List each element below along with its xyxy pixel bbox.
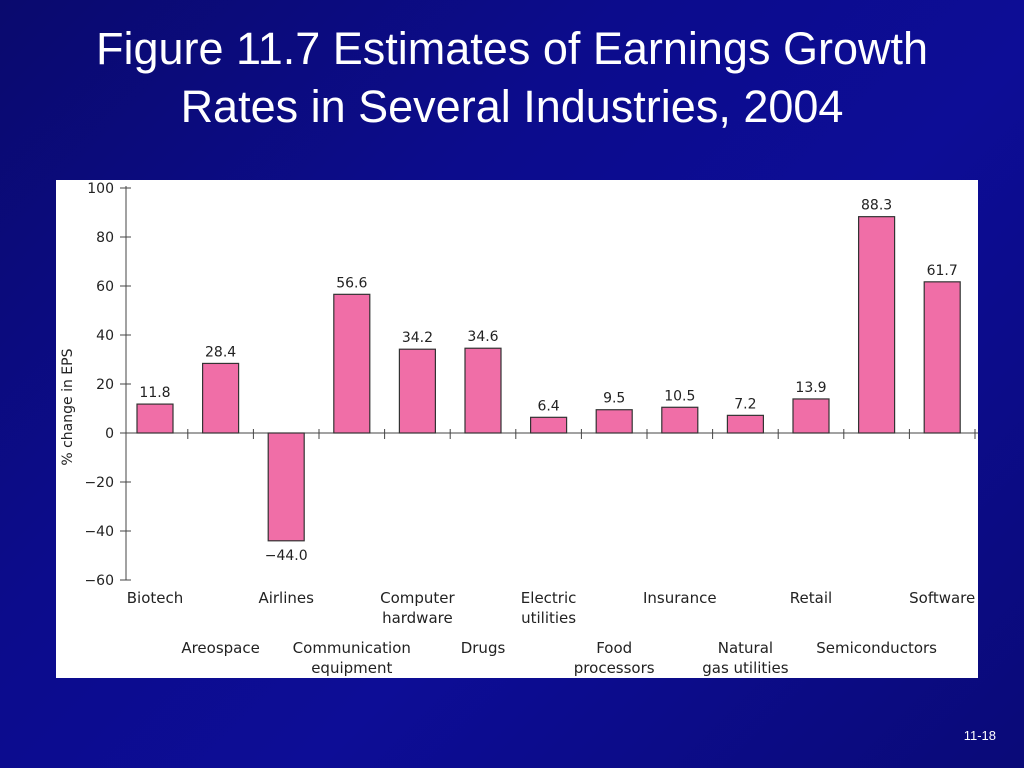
x-tick-label-line: Retail [790, 589, 832, 607]
bar-value-label: 10.5 [664, 388, 695, 404]
x-tick-label-line: Software [909, 589, 975, 607]
x-tick-label: Insurance [643, 589, 717, 607]
y-tick-label: 0 [105, 426, 114, 442]
slide-title: Figure 11.7 Estimates of Earnings Growth… [0, 20, 1024, 136]
bar-value-label: −44.0 [265, 548, 308, 564]
y-tick-label: 20 [96, 377, 114, 393]
x-tick-label-line: Airlines [258, 589, 314, 607]
chart-panel: 100 80 60 40 20 0 −20 −40 −60 % change in EPS 11.8… [56, 180, 978, 678]
bar-value-label: 34.2 [402, 330, 433, 346]
x-tick-label: Software [909, 589, 975, 607]
bar-value-label: 11.8 [139, 385, 170, 401]
x-tick-label-line: Communication [293, 639, 411, 657]
bar-value-label: 7.2 [734, 396, 756, 412]
x-tick-label: Airlines [258, 589, 314, 607]
bar [267, 432, 305, 542]
bar [595, 409, 633, 434]
bar [923, 281, 961, 434]
y-tick-label: 100 [87, 181, 114, 197]
bar-value-label: 56.6 [336, 275, 367, 291]
x-tick-label: Food processors [574, 639, 655, 677]
x-tick-label-line: utilities [521, 609, 576, 627]
y-tick-label: −40 [84, 524, 114, 540]
x-tick-label: Natural gas utilities [702, 639, 788, 677]
bar-value-label: 13.9 [795, 380, 826, 396]
bar-chart: 100 80 60 40 20 0 −20 −40 −60 % change in EPS 11.8… [60, 181, 978, 677]
x-tick-label: Retail [790, 589, 832, 607]
bar-value-label: 6.4 [537, 398, 559, 414]
x-tick-label-line: Drugs [461, 639, 506, 657]
bar-value-label: 34.6 [467, 329, 498, 345]
x-tick-label-line: Insurance [643, 589, 717, 607]
bar [726, 414, 765, 434]
x-tick-label: Areospace [181, 639, 260, 657]
x-tick-label-line: hardware [382, 609, 453, 627]
x-tick-label-line: gas utilities [702, 659, 788, 677]
bar [857, 216, 896, 434]
y-axis-label: % change in EPS [60, 348, 76, 465]
bar [792, 398, 830, 434]
bar [398, 348, 436, 434]
bar [202, 362, 240, 434]
x-tick-label-line: Biotech [127, 589, 184, 607]
bar [530, 416, 568, 434]
bar-value-label: 28.4 [205, 344, 236, 360]
bar [464, 347, 502, 434]
slide-title-line-2: Rates in Several Industries, 2004 [180, 81, 844, 132]
x-tick-label-line: Electric [521, 589, 577, 607]
y-tick-label: 80 [96, 230, 114, 246]
bar [661, 406, 699, 434]
bar [333, 293, 371, 434]
x-tick-label-line: Natural [718, 639, 773, 657]
bar-value-label: 88.3 [861, 198, 892, 214]
x-tick-label-line: Food [596, 639, 632, 657]
x-tick-label: Computer hardware [380, 589, 455, 627]
bar-value-label: 61.7 [927, 263, 958, 279]
y-tick-label: 60 [96, 279, 114, 295]
bar-value-label: 9.5 [603, 391, 625, 407]
y-tick-label: 40 [96, 328, 114, 344]
x-tick-label: Drugs [461, 639, 506, 657]
x-tick-label: Biotech [127, 589, 184, 607]
x-tick-label: Semiconductors [816, 639, 937, 657]
slide-title-line-1: Figure 11.7 Estimates of Earnings Growth [95, 23, 929, 74]
x-tick-label: Electric utilities [521, 589, 577, 627]
x-tick-label-line: Computer [380, 589, 455, 607]
x-tick-label-line: equipment [311, 659, 392, 677]
y-tick-label: −60 [84, 573, 114, 589]
x-tick-label-line: Semiconductors [816, 639, 937, 657]
y-tick-label: −20 [84, 475, 114, 491]
slide-number: 11-18 [963, 728, 996, 743]
x-tick-label-line: processors [574, 659, 655, 677]
bar [136, 403, 174, 434]
x-tick-label: Communication equipment [293, 639, 411, 677]
x-tick-label-line: Areospace [181, 639, 260, 657]
